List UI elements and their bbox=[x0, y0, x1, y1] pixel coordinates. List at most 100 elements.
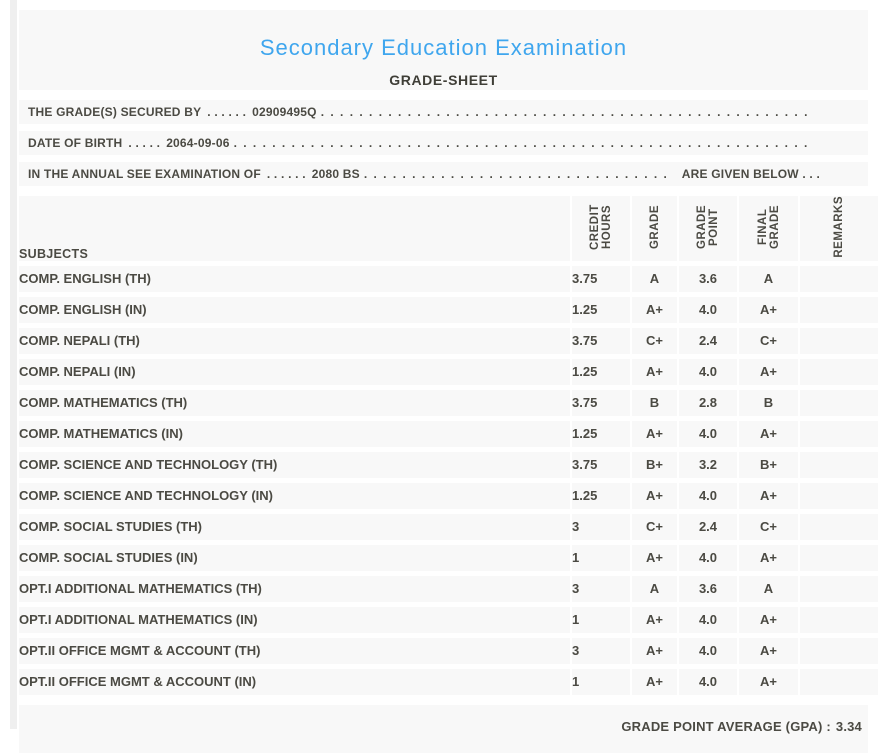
cell-final-grade: B+ bbox=[737, 451, 798, 478]
cell-grade: B bbox=[630, 389, 677, 416]
cell-remarks bbox=[798, 544, 878, 571]
cell-final-grade: A+ bbox=[737, 606, 798, 633]
cell-remarks bbox=[798, 389, 878, 416]
cell-subject: COMP. NEPALI (TH) bbox=[19, 327, 570, 354]
table-row: COMP. SOCIAL STUDIES (IN) 1 A+ 4.0 A+ bbox=[19, 544, 878, 571]
cell-remarks bbox=[798, 451, 878, 478]
cell-remarks bbox=[798, 358, 878, 385]
page-subtitle: GRADE-SHEET bbox=[389, 72, 498, 88]
table-row: COMP. ENGLISH (IN) 1.25 A+ 4.0 A+ bbox=[19, 296, 878, 323]
column-header-grade-point: GRADE POINT bbox=[677, 196, 737, 261]
info-suffix: ARE GIVEN BELOW . . . bbox=[681, 167, 820, 181]
cell-final-grade: A+ bbox=[737, 544, 798, 571]
cell-final-grade: A+ bbox=[737, 358, 798, 385]
cell-grade: A+ bbox=[630, 358, 677, 385]
cell-subject: COMP. ENGLISH (IN) bbox=[19, 296, 570, 323]
cell-credit-hours: 1 bbox=[570, 544, 630, 571]
header-block: Secondary Education Examination GRADE-SH… bbox=[19, 10, 868, 90]
gpa-label: GRADE POINT AVERAGE (GPA) : bbox=[621, 718, 831, 734]
table-row: COMP. SCIENCE AND TECHNOLOGY (TH) 3.75 B… bbox=[19, 451, 878, 478]
exam-year-value: 2080 BS bbox=[311, 167, 360, 181]
table-row: OPT.I ADDITIONAL MATHEMATICS (IN) 1 A+ 4… bbox=[19, 606, 878, 633]
cell-subject: OPT.II OFFICE MGMT & ACCOUNT (TH) bbox=[19, 637, 570, 664]
cell-credit-hours: 1.25 bbox=[570, 358, 630, 385]
page-title: Secondary Education Examination bbox=[259, 35, 628, 60]
cell-subject: OPT.I ADDITIONAL MATHEMATICS (IN) bbox=[19, 606, 570, 633]
cell-subject: COMP. SCIENCE AND TECHNOLOGY (TH) bbox=[19, 451, 570, 478]
cell-remarks bbox=[798, 327, 878, 354]
info-line-grades-secured-by: THE GRADE(S) SECURED BY . . . . . . 0290… bbox=[19, 100, 868, 124]
cell-final-grade: A+ bbox=[737, 296, 798, 323]
cell-credit-hours: 1.25 bbox=[570, 420, 630, 447]
cell-grade: C+ bbox=[630, 513, 677, 540]
cell-grade-point: 4.0 bbox=[677, 544, 737, 571]
column-header-subjects: SUBJECTS bbox=[19, 196, 570, 261]
info-label: THE GRADE(S) SECURED BY bbox=[28, 105, 202, 119]
cell-final-grade: A+ bbox=[737, 668, 798, 695]
dot-leader: . . . . . . . . . . . . . . . . . . . . … bbox=[233, 136, 810, 150]
cell-credit-hours: 3 bbox=[570, 513, 630, 540]
cell-grade: A+ bbox=[630, 482, 677, 509]
cell-grade: A bbox=[630, 575, 677, 602]
cell-grade: A+ bbox=[630, 544, 677, 571]
grade-table-body: COMP. ENGLISH (TH) 3.75 A 3.6 A COMP. EN… bbox=[19, 265, 878, 695]
cell-credit-hours: 3.75 bbox=[570, 451, 630, 478]
cell-credit-hours: 1.25 bbox=[570, 296, 630, 323]
dot-leader: . . . . . . . . . . . . . . . . . . . . … bbox=[320, 105, 810, 119]
gpa-value: 3.34 bbox=[835, 718, 862, 734]
dot-separator: . . . . . . bbox=[207, 105, 247, 119]
cell-grade: A+ bbox=[630, 668, 677, 695]
cell-subject: OPT.II OFFICE MGMT & ACCOUNT (IN) bbox=[19, 668, 570, 695]
cell-grade: A+ bbox=[630, 296, 677, 323]
symbol-number-value: 02909495Q bbox=[252, 105, 317, 119]
table-row: COMP. NEPALI (IN) 1.25 A+ 4.0 A+ bbox=[19, 358, 878, 385]
grade-table: SUBJECTS CREDIT HOURS GRADE GRADE POINT … bbox=[19, 191, 878, 700]
cell-grade-point: 3.6 bbox=[677, 265, 737, 292]
cell-grade-point: 3.6 bbox=[677, 575, 737, 602]
cell-grade-point: 4.0 bbox=[677, 296, 737, 323]
table-row: COMP. NEPALI (TH) 3.75 C+ 2.4 C+ bbox=[19, 327, 878, 354]
cell-grade-point: 2.4 bbox=[677, 327, 737, 354]
cell-subject: COMP. MATHEMATICS (TH) bbox=[19, 389, 570, 416]
left-edge-rule bbox=[10, 0, 17, 729]
cell-remarks bbox=[798, 482, 878, 509]
cell-credit-hours: 1.25 bbox=[570, 482, 630, 509]
table-row: COMP. ENGLISH (TH) 3.75 A 3.6 A bbox=[19, 265, 878, 292]
cell-subject: COMP. SOCIAL STUDIES (IN) bbox=[19, 544, 570, 571]
table-row: OPT.I ADDITIONAL MATHEMATICS (TH) 3 A 3.… bbox=[19, 575, 878, 602]
cell-final-grade: A+ bbox=[737, 420, 798, 447]
info-line-examination-year: IN THE ANNUAL SEE EXAMINATION OF . . . .… bbox=[19, 162, 868, 186]
cell-subject: COMP. SOCIAL STUDIES (TH) bbox=[19, 513, 570, 540]
cell-remarks bbox=[798, 265, 878, 292]
cell-remarks bbox=[798, 575, 878, 602]
cell-grade: A+ bbox=[630, 606, 677, 633]
cell-remarks bbox=[798, 606, 878, 633]
cell-grade-point: 4.0 bbox=[677, 358, 737, 385]
cell-subject: COMP. MATHEMATICS (IN) bbox=[19, 420, 570, 447]
info-label: IN THE ANNUAL SEE EXAMINATION OF bbox=[28, 167, 261, 181]
cell-final-grade: A bbox=[737, 265, 798, 292]
table-row: COMP. SOCIAL STUDIES (TH) 3 C+ 2.4 C+ bbox=[19, 513, 878, 540]
table-row: OPT.II OFFICE MGMT & ACCOUNT (TH) 3 A+ 4… bbox=[19, 637, 878, 664]
cell-grade-point: 4.0 bbox=[677, 420, 737, 447]
column-header-final-grade: FINAL GRADE bbox=[737, 196, 798, 261]
cell-grade: A+ bbox=[630, 637, 677, 664]
cell-credit-hours: 3.75 bbox=[570, 327, 630, 354]
cell-remarks bbox=[798, 296, 878, 323]
info-line-date-of-birth: DATE OF BIRTH . . . . . 2064-09-06 . . .… bbox=[19, 131, 868, 155]
cell-subject: COMP. ENGLISH (TH) bbox=[19, 265, 570, 292]
cell-final-grade: A bbox=[737, 575, 798, 602]
cell-subject: COMP. SCIENCE AND TECHNOLOGY (IN) bbox=[19, 482, 570, 509]
cell-final-grade: A+ bbox=[737, 637, 798, 664]
column-header-credit-hours: CREDIT HOURS bbox=[570, 196, 630, 261]
cell-credit-hours: 3.75 bbox=[570, 389, 630, 416]
table-row: COMP. MATHEMATICS (IN) 1.25 A+ 4.0 A+ bbox=[19, 420, 878, 447]
column-header-grade: GRADE bbox=[630, 196, 677, 261]
dot-leader: . . . . . . . . . . . . . . . . . . . . … bbox=[363, 167, 672, 181]
cell-remarks bbox=[798, 668, 878, 695]
cell-final-grade: A+ bbox=[737, 482, 798, 509]
cell-credit-hours: 3 bbox=[570, 575, 630, 602]
cell-grade-point: 4.0 bbox=[677, 482, 737, 509]
cell-grade-point: 2.4 bbox=[677, 513, 737, 540]
cell-grade: B+ bbox=[630, 451, 677, 478]
